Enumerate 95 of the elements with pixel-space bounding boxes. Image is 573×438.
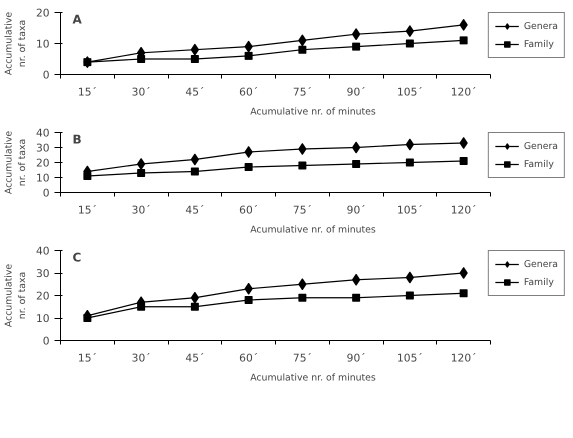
- legend-label: Genera: [524, 258, 558, 271]
- point: [298, 34, 307, 46]
- point: [460, 36, 468, 44]
- point: [352, 142, 360, 154]
- point: [298, 162, 306, 170]
- point: [298, 294, 306, 302]
- legend-label: Genera: [524, 20, 558, 33]
- point: [244, 146, 253, 158]
- y-tick-label: 10: [36, 38, 50, 50]
- x-tick-label: 120´: [450, 204, 476, 216]
- x-tick-label: 120´: [450, 86, 476, 98]
- y-tick-label: 20: [36, 290, 50, 302]
- y-tick-label: 10: [36, 312, 50, 325]
- point: [406, 272, 414, 284]
- x-tick-label: 60´: [239, 204, 258, 216]
- point: [406, 25, 414, 38]
- x-tick-label: 75´: [292, 352, 312, 364]
- point: [83, 58, 92, 66]
- x-axis-title: Acumulative nr. of minutes: [250, 372, 376, 384]
- point: [190, 168, 199, 176]
- point: [83, 314, 92, 322]
- legend-label: Family: [524, 38, 554, 51]
- x-tick-label: 90´: [346, 204, 366, 216]
- y-tick-label: 10: [36, 172, 50, 184]
- x-tick-label: 90´: [346, 86, 366, 98]
- x-tick-label: 120´: [450, 352, 476, 364]
- y-tick-label: 30: [36, 267, 50, 280]
- point: [406, 40, 414, 48]
- x-tick-label: 30´: [132, 204, 151, 216]
- chart-title: B: [72, 132, 82, 146]
- point: [244, 163, 253, 171]
- point: [406, 292, 414, 300]
- x-tick-label: 75´: [292, 86, 312, 98]
- x-tick-label: 15´: [78, 352, 97, 364]
- x-tick-label: 90´: [346, 352, 366, 364]
- y-tick-label: 0: [42, 334, 50, 348]
- y-tick-label: 0: [42, 186, 50, 200]
- point: [190, 44, 200, 56]
- point: [244, 282, 253, 295]
- x-axis-title: Acumulative nr. of minutes: [250, 106, 376, 118]
- point: [244, 40, 253, 53]
- point: [298, 143, 307, 155]
- point: [298, 46, 306, 54]
- point: [460, 289, 468, 298]
- point: [136, 158, 146, 170]
- point: [459, 267, 468, 279]
- y-tick-label: 40: [36, 244, 50, 258]
- point: [137, 302, 146, 311]
- point: [352, 294, 360, 302]
- x-tick-label: 30´: [132, 352, 151, 364]
- x-tick-label: 15´: [78, 204, 97, 216]
- x-tick-label: 45´: [185, 86, 204, 98]
- point: [137, 55, 146, 63]
- chart-title: C: [72, 250, 82, 264]
- legend-label: Family: [524, 276, 554, 289]
- y-axis-title: Accumulative nr. of taxa: [4, 12, 28, 76]
- y-axis-title: Accumulative nr. of taxa: [4, 130, 28, 194]
- point: [459, 18, 468, 31]
- point: [459, 137, 468, 149]
- x-tick-label: 60´: [239, 86, 258, 98]
- chart-title: A: [72, 12, 82, 26]
- point: [190, 154, 200, 166]
- y-tick-label: 40: [36, 126, 50, 140]
- y-tick-label: 0: [42, 68, 50, 82]
- x-tick-label: 45´: [185, 352, 204, 364]
- point: [406, 138, 414, 150]
- point: [352, 42, 360, 51]
- x-tick-label: 60´: [239, 352, 258, 364]
- point: [190, 292, 200, 304]
- point: [190, 55, 199, 63]
- point: [244, 296, 253, 304]
- y-tick-label: 30: [36, 142, 50, 154]
- x-tick-label: 105´: [397, 204, 423, 216]
- y-tick-label: 20: [36, 6, 50, 20]
- point: [83, 172, 92, 180]
- x-tick-label: 30´: [132, 86, 151, 98]
- legend-label: Family: [524, 158, 554, 171]
- x-tick-label: 15´: [78, 86, 97, 98]
- point: [352, 28, 360, 40]
- legend-label: Genera: [524, 140, 558, 153]
- point: [352, 274, 360, 286]
- point: [406, 158, 414, 166]
- point: [352, 160, 360, 168]
- point: [298, 278, 307, 290]
- x-tick-label: 105´: [397, 352, 423, 364]
- point: [190, 302, 199, 311]
- point: [460, 157, 468, 165]
- x-tick-label: 45´: [185, 204, 204, 216]
- point: [137, 169, 146, 177]
- x-tick-label: 105´: [397, 86, 423, 98]
- y-axis-title: Accumulative nr. of taxa: [4, 264, 28, 328]
- point: [244, 52, 253, 60]
- y-tick-label: 20: [36, 156, 50, 170]
- x-tick-label: 75´: [292, 204, 312, 216]
- x-axis-title: Acumulative nr. of minutes: [250, 224, 376, 236]
